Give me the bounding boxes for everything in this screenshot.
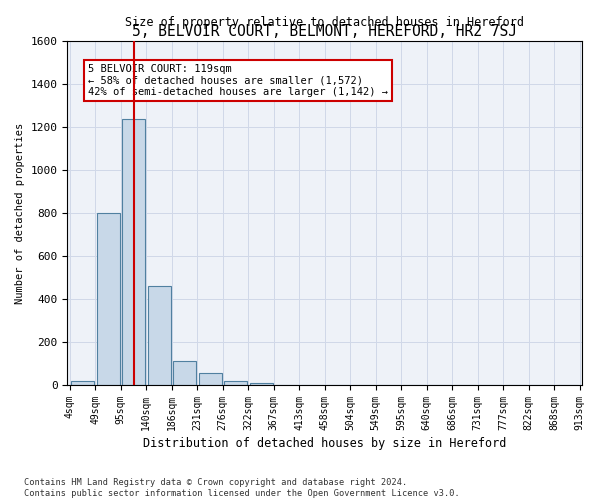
Bar	[199, 374, 221, 385]
Bar	[71, 381, 94, 385]
Bar	[224, 381, 247, 385]
Bar	[122, 119, 145, 385]
Bar	[173, 362, 196, 385]
Title: 5, BELVOIR COURT, BELMONT, HEREFORD, HR2 7SJ: 5, BELVOIR COURT, BELMONT, HEREFORD, HR2…	[132, 24, 517, 39]
Text: 5 BELVOIR COURT: 119sqm
← 58% of detached houses are smaller (1,572)
42% of semi: 5 BELVOIR COURT: 119sqm ← 58% of detache…	[88, 64, 388, 97]
Text: Size of property relative to detached houses in Hereford: Size of property relative to detached ho…	[125, 16, 524, 30]
Bar	[148, 286, 170, 385]
Y-axis label: Number of detached properties: Number of detached properties	[15, 122, 25, 304]
Text: Contains HM Land Registry data © Crown copyright and database right 2024.
Contai: Contains HM Land Registry data © Crown c…	[24, 478, 460, 498]
X-axis label: Distribution of detached houses by size in Hereford: Distribution of detached houses by size …	[143, 437, 506, 450]
Bar	[250, 382, 272, 385]
Bar	[97, 214, 119, 385]
